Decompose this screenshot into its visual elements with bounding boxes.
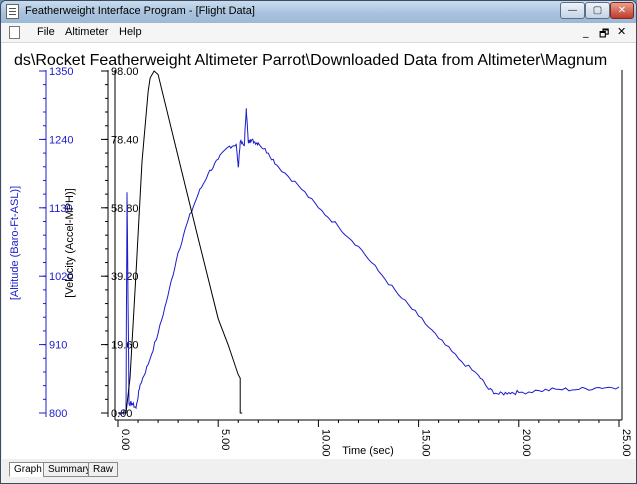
minimize-button[interactable]: —	[560, 2, 585, 19]
y-tick-label: 1350	[49, 66, 73, 78]
y-tick-label: 78.40	[111, 134, 139, 146]
mdi-minimize-button[interactable]: _	[583, 25, 589, 38]
y-tick-label: 0.00	[111, 408, 132, 420]
close-button[interactable]: ✕	[610, 2, 634, 19]
x-tick-label: 20.00	[520, 429, 532, 457]
y-tick-label: 39.20	[111, 271, 139, 283]
x-tick-label: 0.00	[119, 429, 131, 450]
menu-altimeter[interactable]: Altimeter	[65, 26, 109, 38]
tab-bar: Graph Summary Raw	[1, 459, 636, 483]
menu-help[interactable]: Help	[119, 26, 142, 38]
x-tick-label: 10.00	[319, 429, 331, 457]
title-bar[interactable]: Featherweight Interface Program - [Fligh…	[1, 1, 636, 23]
menu-file[interactable]: File	[37, 26, 55, 38]
altitude-series-line	[118, 108, 620, 416]
velocity-axis-label: [Velocity (Accel-MPH)]	[64, 188, 76, 297]
tab-graph[interactable]: Graph	[9, 462, 47, 477]
y-tick-label: 1020	[49, 271, 73, 283]
time-ticks: 0.00 5.00 10.00 15.00 20.00 25.00	[117, 420, 632, 457]
x-tick-label: 25.00	[620, 429, 632, 457]
y-tick-label: 800	[49, 408, 67, 420]
altitude-ticks: 800 910 1020 1130 1240 1350	[39, 66, 73, 420]
velocity-series-line	[118, 70, 243, 414]
x-tick-label: 15.00	[420, 429, 432, 457]
y-tick-label: 910	[49, 340, 67, 352]
menu-bar: File Altimeter Help _ 🗗 ✕	[1, 23, 636, 43]
graph-area: ds\Rocket Featherweight Altimeter Parrot…	[2, 43, 635, 459]
app-icon	[6, 4, 19, 19]
series-layer	[118, 70, 620, 416]
graph-title: ds\Rocket Featherweight Altimeter Parrot…	[14, 52, 607, 69]
y-tick-label: 1240	[49, 134, 73, 146]
mdi-close-button[interactable]: ✕	[617, 25, 627, 38]
y-tick-label: 58.80	[111, 203, 139, 215]
window-title: Featherweight Interface Program - [Fligh…	[25, 5, 255, 17]
mdi-restore-button[interactable]: 🗗	[599, 27, 610, 40]
x-tick-label: 5.00	[219, 429, 231, 450]
flight-graph: ds\Rocket Featherweight Altimeter Parrot…	[9, 52, 632, 457]
tab-raw[interactable]: Raw	[88, 462, 119, 477]
time-axis-label: Time (sec)	[342, 445, 394, 457]
y-tick-label: 1130	[49, 203, 73, 215]
document-icon[interactable]	[9, 26, 20, 39]
y-tick-label: 98.00	[111, 66, 139, 78]
altitude-axis-label: [Altitude (Baro-Ft-ASL)]	[9, 186, 21, 300]
maximize-button[interactable]: ▢	[585, 2, 610, 19]
